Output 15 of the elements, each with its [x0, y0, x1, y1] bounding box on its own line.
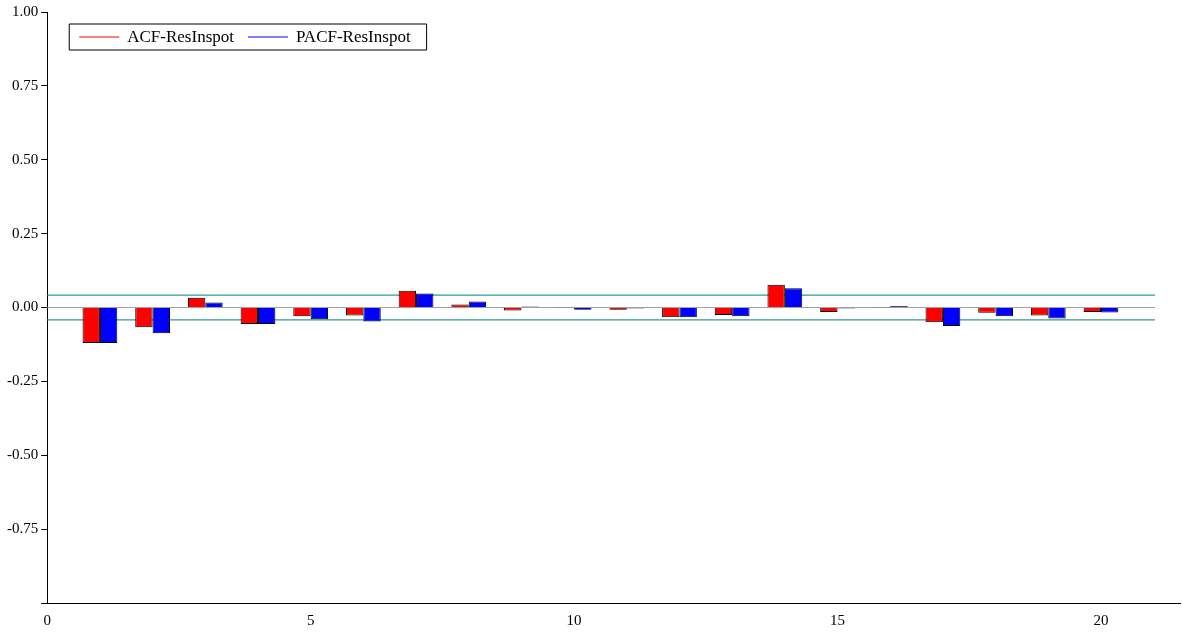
y-tick-label: -0.50 [7, 446, 39, 463]
y-tick-label: 0.00 [12, 298, 39, 315]
y-tick-label: 1.00 [12, 2, 39, 19]
x-tick-label: 10 [566, 611, 582, 628]
legend-label: ACF-ResInspot [127, 27, 235, 47]
y-tick-label: 0.75 [12, 76, 39, 93]
x-tick-label: 20 [1093, 611, 1109, 628]
y-tick-label: 0.25 [12, 224, 39, 241]
y-tick-label: 0.50 [12, 150, 39, 167]
y-tick-label: -0.25 [7, 372, 39, 389]
x-tick-label: 5 [306, 611, 315, 628]
y-tick-label: -0.75 [7, 520, 39, 537]
x-tick-label: 15 [830, 611, 846, 628]
legend-label: PACF-ResInspot [295, 27, 411, 47]
x-tick-label: 0 [43, 611, 51, 628]
